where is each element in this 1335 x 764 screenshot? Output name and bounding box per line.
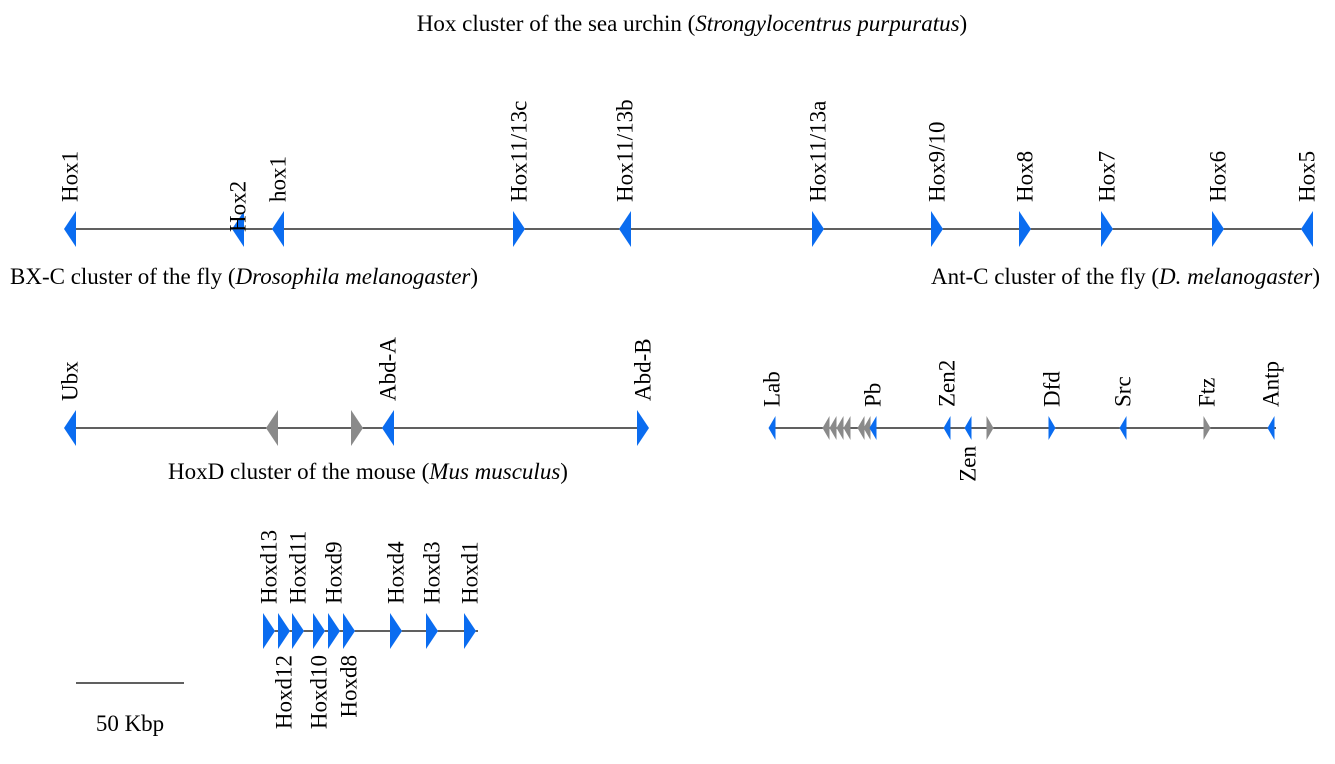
title-part: ) — [960, 11, 968, 36]
cluster-title: Hox cluster of the sea urchin (Strongylo… — [417, 11, 967, 36]
gene-arrow — [266, 410, 278, 446]
gene-label: Lab — [760, 371, 785, 407]
gene-arrow — [1212, 211, 1224, 247]
gene-label: Hoxd1 — [458, 541, 483, 604]
gene-arrow — [292, 613, 304, 649]
cluster-title: Ant-C cluster of the fly (D. melanogaste… — [931, 264, 1320, 289]
gene-label: Hoxd13 — [257, 530, 282, 604]
gene-label: Abd-B — [631, 338, 656, 401]
title-part: ) — [560, 459, 568, 484]
gene-arrow — [1019, 211, 1031, 247]
gene-arrow — [351, 410, 363, 446]
gene-label: Hox5 — [1295, 151, 1320, 202]
gene-arrow — [857, 416, 865, 440]
gene-arrow — [278, 613, 290, 649]
gene-label: Hoxd11 — [286, 531, 311, 604]
gene-label: Hoxd4 — [384, 541, 409, 604]
gene-arrow — [843, 416, 851, 440]
gene-arrow — [869, 416, 877, 440]
gene-arrow — [1101, 211, 1113, 247]
gene-arrow — [64, 410, 76, 446]
gene-label: Ubx — [58, 361, 83, 401]
gene-arrow — [328, 613, 340, 649]
gene-arrow — [943, 416, 951, 440]
gene-arrow — [768, 416, 776, 440]
gene-arrow — [464, 613, 476, 649]
gene-arrow — [863, 416, 871, 440]
gene-label: Hox11/13b — [613, 99, 638, 202]
gene-arrow — [263, 613, 275, 649]
gene-arrow — [829, 416, 837, 440]
gene-arrow — [426, 613, 438, 649]
gene-arrow — [986, 416, 994, 440]
gene-label: Hoxd3 — [420, 541, 445, 604]
gene-label: Hox7 — [1095, 151, 1120, 202]
gene-label: Hox1 — [58, 151, 83, 202]
gene-arrow — [272, 211, 284, 247]
gene-label: Hox11/13c — [507, 101, 532, 202]
gene-label: Hox9/10 — [925, 122, 950, 203]
gene-arrow — [812, 211, 824, 247]
gene-arrow — [1267, 416, 1275, 440]
title-part: HoxD cluster of the mouse ( — [168, 459, 429, 484]
title-part: Drosophila melanogaster — [234, 264, 471, 289]
cluster-title: BX-C cluster of the fly (Drosophila mela… — [10, 264, 478, 289]
title-part: BX-C cluster of the fly ( — [10, 264, 235, 289]
gene-arrow — [513, 211, 525, 247]
title-part: Mus musculus — [428, 459, 560, 484]
gene-label: Zen — [956, 446, 981, 482]
cluster-title: HoxD cluster of the mouse (Mus musculus) — [168, 459, 568, 484]
gene-label: Zen2 — [935, 360, 960, 407]
gene-arrow — [390, 613, 402, 649]
gene-label: hox1 — [266, 156, 291, 202]
gene-arrow — [1301, 211, 1313, 247]
gene-arrow — [232, 211, 244, 247]
gene-arrow — [931, 211, 943, 247]
gene-arrow — [619, 211, 631, 247]
gene-label: Hoxd12 — [272, 655, 297, 729]
gene-label: Src — [1111, 376, 1136, 407]
gene-label: Hox6 — [1206, 151, 1231, 202]
scale-bar-label: 50 Kbp — [96, 711, 164, 736]
gene-label: Hoxd8 — [337, 655, 362, 718]
title-part: Ant-C cluster of the fly ( — [931, 264, 1159, 289]
gene-arrow — [313, 613, 325, 649]
title-part: Strongylocentrus purpuratus — [695, 11, 959, 36]
gene-label: Hox2 — [226, 181, 251, 232]
title-part: D. melanogaster — [1158, 264, 1313, 289]
gene-arrow — [1048, 416, 1056, 440]
gene-label: Antp — [1259, 361, 1284, 407]
gene-label: Hoxd10 — [307, 655, 332, 729]
title-part: Hox cluster of the sea urchin ( — [417, 11, 695, 36]
title-part: ) — [470, 264, 478, 289]
gene-arrow — [964, 416, 972, 440]
gene-arrow — [343, 613, 355, 649]
title-part: ) — [1312, 264, 1320, 289]
gene-label: Abd-A — [376, 337, 401, 401]
gene-arrow — [64, 211, 76, 247]
gene-label: Hox11/13a — [806, 101, 831, 202]
gene-arrow — [382, 410, 394, 446]
gene-label: Ftz — [1195, 378, 1220, 407]
gene-arrow — [637, 410, 649, 446]
gene-label: Dfd — [1040, 371, 1065, 407]
gene-label: Pb — [861, 383, 886, 407]
gene-arrow — [1203, 416, 1211, 440]
gene-label: Hox8 — [1013, 151, 1038, 202]
gene-arrow — [822, 416, 830, 440]
gene-label: Hoxd9 — [322, 541, 347, 604]
gene-arrow — [1119, 416, 1127, 440]
gene-arrow — [836, 416, 844, 440]
